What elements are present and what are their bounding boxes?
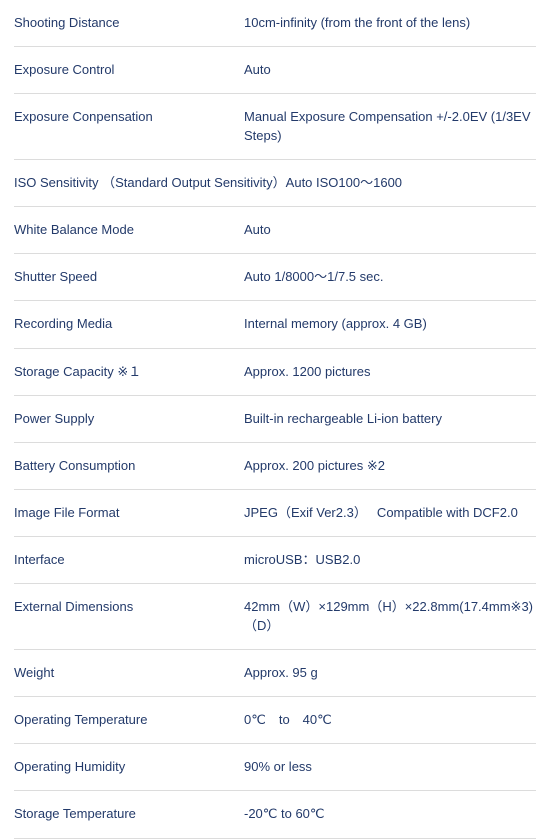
spec-label: Storage Capacity ※１ (14, 363, 244, 381)
spec-value: Auto 1/8000～1/7.5 sec. (244, 268, 536, 286)
spec-label: ISO Sensitivity （Standard Output Sensiti… (14, 174, 536, 192)
spec-value: Auto (244, 221, 536, 239)
spec-label: Exposure Control (14, 61, 244, 79)
spec-row: Operating Humidity90% or less (14, 744, 536, 791)
spec-label: Image File Format (14, 504, 244, 522)
spec-label: External Dimensions (14, 598, 244, 634)
spec-row: Image File FormatJPEG（Exif Ver2.3） Compa… (14, 490, 536, 537)
spec-value: Built-in rechargeable Li-ion battery (244, 410, 536, 428)
spec-row: Power SupplyBuilt-in rechargeable Li-ion… (14, 396, 536, 443)
spec-label: Shooting Distance (14, 14, 244, 32)
spec-row: External Dimensions42mm（W）×129mm（H）×22.8… (14, 584, 536, 649)
spec-label: Operating Humidity (14, 758, 244, 776)
spec-label: Shutter Speed (14, 268, 244, 286)
spec-value: Approx. 95 g (244, 664, 536, 682)
spec-table: Shooting Distance10cm-infinity (from the… (14, 0, 536, 839)
spec-value: 90% or less (244, 758, 536, 776)
spec-row: Shooting Distance10cm-infinity (from the… (14, 0, 536, 47)
spec-label: Weight (14, 664, 244, 682)
spec-value: Internal memory (approx. 4 GB) (244, 315, 536, 333)
spec-label: Recording Media (14, 315, 244, 333)
spec-row: Exposure ControlAuto (14, 47, 536, 94)
spec-value: -20℃ to 60℃ (244, 805, 536, 823)
spec-row: Storage Temperature-20℃ to 60℃ (14, 791, 536, 838)
spec-label: Interface (14, 551, 244, 569)
spec-value: Approx. 1200 pictures (244, 363, 536, 381)
spec-label: Battery Consumption (14, 457, 244, 475)
spec-row: Battery ConsumptionApprox. 200 pictures … (14, 443, 536, 490)
spec-row: ISO Sensitivity （Standard Output Sensiti… (14, 160, 536, 207)
spec-value: Manual Exposure Compensation +/-2.0EV (1… (244, 108, 536, 144)
spec-row: Shutter SpeedAuto 1/8000～1/7.5 sec. (14, 254, 536, 301)
spec-value: JPEG（Exif Ver2.3） Compatible with DCF2.0 (244, 504, 536, 522)
spec-row: Storage Capacity ※１Approx. 1200 pictures (14, 349, 536, 396)
spec-label: Power Supply (14, 410, 244, 428)
spec-row: White Balance ModeAuto (14, 207, 536, 254)
spec-value: microUSB：USB2.0 (244, 551, 536, 569)
spec-value: Auto (244, 61, 536, 79)
spec-value: 10cm-infinity (from the front of the len… (244, 14, 536, 32)
spec-row: Exposure ConpensationManual Exposure Com… (14, 94, 536, 159)
spec-row: WeightApprox. 95 g (14, 650, 536, 697)
spec-row: Operating Temperature0℃ to 40℃ (14, 697, 536, 744)
spec-row: InterfacemicroUSB：USB2.0 (14, 537, 536, 584)
spec-row: Recording MediaInternal memory (approx. … (14, 301, 536, 348)
spec-label: Exposure Conpensation (14, 108, 244, 144)
spec-value: Approx. 200 pictures ※2 (244, 457, 536, 475)
spec-label: Storage Temperature (14, 805, 244, 823)
spec-value: 42mm（W）×129mm（H）×22.8mm(17.4mm※3)（D） (244, 598, 536, 634)
spec-label: White Balance Mode (14, 221, 244, 239)
